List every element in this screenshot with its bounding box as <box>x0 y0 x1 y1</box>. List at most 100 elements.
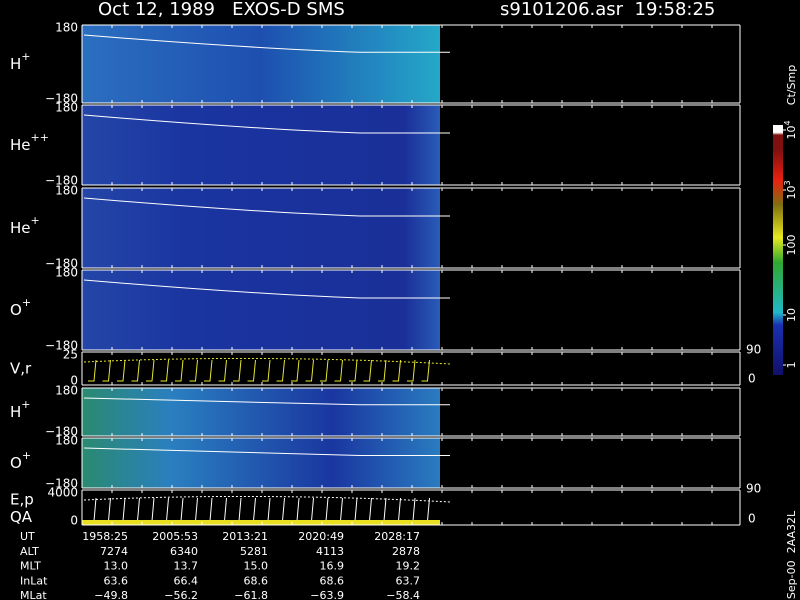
ephemeris-value: 68.6 <box>320 574 345 587</box>
spectrogram <box>82 25 440 103</box>
ephemeris-value: −49.8 <box>94 589 128 600</box>
spectrogram <box>82 270 440 350</box>
panel-label: H+ <box>10 50 31 73</box>
right-tick-label: 0 <box>748 512 756 526</box>
colorbar-text: 100 <box>785 235 798 256</box>
ephemeris-value: 7274 <box>100 545 128 558</box>
trace <box>407 359 416 382</box>
colorbar-label: 1 <box>785 362 798 369</box>
ephemeris-value: −63.9 <box>310 589 344 600</box>
label-sup: + <box>22 296 31 309</box>
panel-label: He++ <box>10 131 49 154</box>
ephemeris-value: 16.9 <box>320 560 345 573</box>
trend-line <box>83 447 450 456</box>
ephemeris-value: −56.2 <box>164 589 198 600</box>
panels: 180−180H+180−180He++180−180He+180−180O+2… <box>10 21 798 600</box>
ephemeris-value: −58.4 <box>386 589 420 600</box>
trace <box>175 359 184 382</box>
ephemeris-value: 13.0 <box>104 560 129 573</box>
tick-label: −180 <box>45 477 78 491</box>
ephemeris-value: 15.0 <box>244 560 269 573</box>
trace <box>334 359 343 382</box>
trace <box>88 359 97 382</box>
colorbar-label: 10 <box>785 308 798 322</box>
title: Oct 12, 1989 EXOS-D SMS <box>98 0 345 20</box>
ephemeris-name: ALT <box>20 545 39 558</box>
tick-label: −180 <box>45 92 78 106</box>
tick-label: −180 <box>45 174 78 188</box>
file-label: s9101206.asr 19:58:25 <box>500 0 715 20</box>
colorbar <box>773 125 783 375</box>
panel-label: O+ <box>10 449 31 472</box>
quality-bar <box>82 520 440 525</box>
panel-label: V,r <box>10 359 32 377</box>
trace <box>146 359 155 382</box>
trace <box>189 359 198 382</box>
colorbar-sup: 4 <box>783 120 792 125</box>
label-text: He <box>10 219 31 237</box>
ephemeris-value: −61.8 <box>234 589 268 600</box>
tick-label: 180 <box>55 101 78 115</box>
trace <box>421 359 430 382</box>
panel-label: E,p <box>10 490 34 508</box>
ephemeris-value: 19.2 <box>396 560 421 573</box>
spectrogram <box>82 438 440 488</box>
label-sup: ++ <box>31 131 49 144</box>
ephemeris-value: 5281 <box>240 545 268 558</box>
tick-label: 25 <box>63 348 78 362</box>
ephemeris-name: UT <box>20 530 35 543</box>
colorbar-label: 103 <box>783 180 799 199</box>
trace <box>276 359 285 382</box>
panel-label: QA <box>10 508 33 526</box>
trace <box>392 359 401 382</box>
tick-label: 180 <box>55 21 78 35</box>
colorbar-sup: 3 <box>783 180 792 185</box>
trace <box>218 359 227 382</box>
trend-line <box>83 114 450 134</box>
tick-label: 0 <box>70 514 78 528</box>
ephemeris-value: 2005:53 <box>152 530 198 543</box>
ephemeris-value: 2020:49 <box>298 530 344 543</box>
label-sup: + <box>21 398 30 411</box>
panel-label: H+ <box>10 398 31 421</box>
colorbar-unit: Ct/Smp <box>785 65 798 105</box>
label-text: H <box>10 403 21 421</box>
colorbar-label: 100 <box>785 235 798 256</box>
ephemeris-value: 2028:17 <box>374 530 420 543</box>
trace <box>102 359 111 382</box>
ephemeris-value: 13.7 <box>174 560 199 573</box>
trend-line <box>83 34 450 53</box>
panel-label: He+ <box>10 214 40 237</box>
tick-label: 4000 <box>47 486 78 500</box>
tick-label: −180 <box>45 339 78 353</box>
ephemeris-name: MLat <box>20 589 47 600</box>
label-sup: + <box>22 449 31 462</box>
spectrogram <box>82 352 440 385</box>
trace <box>160 359 169 382</box>
trace <box>291 359 300 382</box>
ephemeris-value: 2878 <box>392 545 420 558</box>
tick-label: −180 <box>45 425 78 439</box>
label-text: O <box>10 454 22 472</box>
tick-label: 180 <box>55 184 78 198</box>
tick-label: 180 <box>55 434 78 448</box>
label-sup: + <box>31 214 40 227</box>
ephemeris-value: 63.6 <box>104 574 129 587</box>
label-text: V,r <box>10 359 32 377</box>
ephemeris-value: 68.6 <box>244 574 269 587</box>
colorbar-text: 10 <box>785 308 798 322</box>
label-text: He <box>10 136 31 154</box>
tick-label: 180 <box>55 266 78 280</box>
right-tick-label: 90 <box>746 482 761 496</box>
trend-line <box>83 397 450 406</box>
tick-label: 180 <box>55 384 78 398</box>
footer: Sep-00 2AA32L <box>785 510 798 599</box>
spectrogram <box>82 105 440 185</box>
trace <box>131 359 140 382</box>
trace <box>363 359 372 382</box>
ephemeris-name: InLat <box>20 574 48 587</box>
trace <box>378 359 387 382</box>
trace <box>247 359 256 382</box>
ephemeris-value: 63.7 <box>396 574 421 587</box>
